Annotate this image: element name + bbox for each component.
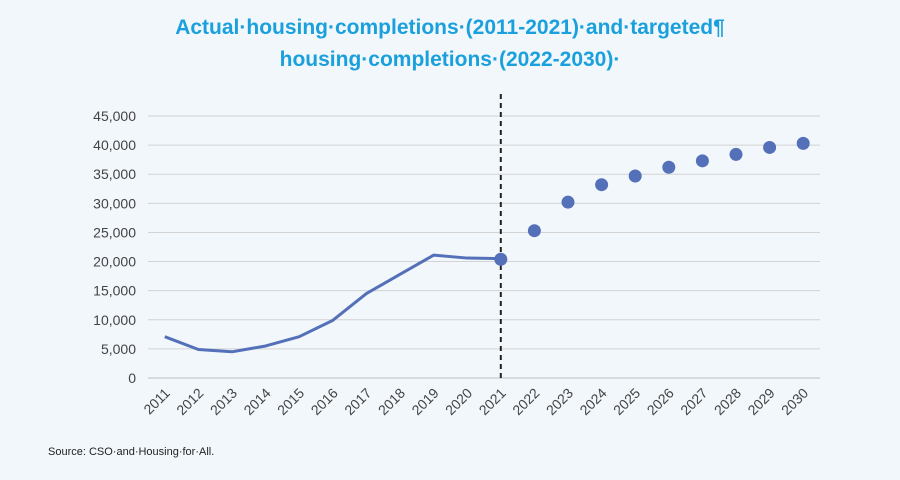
target-point (561, 195, 575, 209)
y-tick-label: 20,000 (93, 254, 136, 270)
x-tick-label: 2015 (274, 385, 307, 418)
y-tick-label: 30,000 (93, 195, 136, 211)
x-tick-label: 2030 (778, 385, 811, 418)
x-tick-label: 2023 (543, 385, 576, 418)
target-point (763, 140, 777, 154)
y-tick-label: 5,000 (101, 341, 136, 357)
x-tick-label: 2025 (610, 385, 643, 418)
y-tick-label: 35,000 (93, 166, 136, 182)
x-tick-label: 2024 (576, 385, 609, 418)
target-point (662, 160, 676, 174)
x-tick-label: 2021 (476, 385, 509, 418)
y-tick-label: 15,000 (93, 283, 136, 299)
chart-title: Actual·housing·completions·(2011-2021)·a… (0, 12, 900, 76)
x-tick-label: 2028 (711, 385, 744, 418)
chart-title-line-1: Actual·housing·completions·(2011-2021)·a… (175, 16, 725, 39)
x-tick-label: 2022 (509, 385, 542, 418)
target-point (595, 178, 609, 192)
x-tick-label: 2016 (308, 385, 341, 418)
x-tick-label: 2013 (207, 385, 240, 418)
x-tick-label: 2011 (140, 385, 173, 418)
target-point (695, 154, 709, 168)
y-tick-label: 10,000 (93, 312, 136, 328)
target-point (628, 169, 642, 183)
source-note: Source: CSO·and·Housing·for·All. (48, 446, 215, 458)
y-tick-label: 25,000 (93, 224, 136, 240)
chart-title-line-2: housing·completions·(2022-2030)· (279, 48, 621, 71)
actual-completions-line (164, 253, 501, 354)
x-tick-label: 2014 (240, 385, 273, 418)
target-point (729, 147, 743, 161)
target-point (527, 224, 541, 238)
x-tick-label: 2019 (408, 385, 441, 418)
x-tick-label: 2017 (341, 385, 374, 418)
x-tick-label: 2029 (744, 385, 777, 418)
target-point (796, 136, 810, 150)
y-tick-label: 0 (128, 370, 136, 386)
target-point (494, 252, 508, 266)
x-tick-label: 2026 (644, 385, 677, 418)
y-tick-label: 45,000 (93, 108, 136, 124)
x-tick-label: 2027 (677, 385, 710, 418)
x-tick-label: 2020 (442, 385, 475, 418)
y-tick-label: 40,000 (93, 137, 136, 153)
x-tick-label: 2012 (173, 385, 206, 418)
x-tick-label: 2018 (375, 385, 408, 418)
